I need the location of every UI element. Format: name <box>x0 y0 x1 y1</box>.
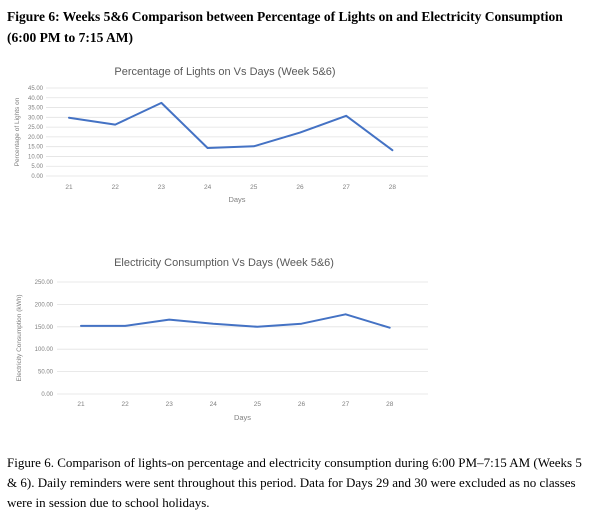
x-tick-label: 22 <box>112 184 120 191</box>
data-series-line <box>68 101 394 152</box>
lights-on-chart: 0.00 5.00 10.00 15.00 20.00 25.00 30.00 35.00 40… <box>10 62 445 219</box>
x-axis-title: Days <box>234 413 251 422</box>
x-tick-label: 24 <box>204 184 212 191</box>
x-tick-label: 25 <box>250 184 258 191</box>
x-tick-label: 21 <box>77 401 85 408</box>
x-axis-title: Days <box>228 195 245 204</box>
x-tick-label: 24 <box>210 401 218 408</box>
y-tick-label: 200.00 <box>35 302 54 308</box>
x-tick-label: 28 <box>386 401 394 408</box>
y-tick-label: 25.00 <box>28 125 44 131</box>
y-axis-title: Percentage of Lights on <box>14 97 21 166</box>
data-series-line <box>80 313 391 329</box>
x-tick-label: 23 <box>158 184 166 191</box>
y-tick-label: 5.00 <box>31 164 43 170</box>
x-tick-label: 27 <box>343 184 351 191</box>
electricity-consumption-chart: 0.00 50.00 100.00 150.00 200.00 250.00 21 22 23 2… <box>12 250 447 433</box>
x-tick-label: 23 <box>166 401 174 408</box>
y-tick-label: 15.00 <box>28 145 44 151</box>
y-tick-label: 50.00 <box>38 370 54 376</box>
y-axis-title: Electricity Consumption (kWh) <box>16 294 23 381</box>
y-tick-label: 0.00 <box>31 174 43 180</box>
x-tick-label: 25 <box>254 401 262 408</box>
figure-heading: Figure 6: Weeks 5&6 Comparison between P… <box>7 9 563 45</box>
y-tick-label: 100.00 <box>35 347 54 353</box>
y-tick-label: 35.00 <box>28 106 44 112</box>
y-tick-label: 40.00 <box>28 96 44 102</box>
y-tick-label: 10.00 <box>28 154 44 160</box>
chart-title: Percentage of Lights on Vs Days (Week 5&… <box>114 66 335 78</box>
x-tick-label: 26 <box>298 401 306 408</box>
figure-caption: Figure 6. Comparison of lights-on percen… <box>7 455 582 510</box>
chart-title: Electricity Consumption Vs Days (Week 5&… <box>114 257 334 269</box>
x-tick-label: 27 <box>342 401 350 408</box>
lights-on-chart-canvas: 0.00 5.00 10.00 15.00 20.00 25.00 30.00 35.00 40… <box>14 66 428 204</box>
y-tick-label: 250.00 <box>35 280 54 286</box>
y-tick-label: 150.00 <box>35 325 54 331</box>
x-tick-label: 21 <box>65 184 73 191</box>
x-tick-label: 22 <box>121 401 129 408</box>
x-tick-label: 28 <box>389 184 397 191</box>
y-tick-label: 30.00 <box>28 115 44 121</box>
y-tick-label: 0.00 <box>41 392 53 398</box>
y-tick-label: 20.00 <box>28 135 44 141</box>
x-tick-label: 26 <box>296 184 304 191</box>
y-tick-label: 45.00 <box>28 86 44 92</box>
electricity-consumption-chart-canvas: 0.00 50.00 100.00 150.00 200.00 250.00 21 22 23 2… <box>16 257 428 422</box>
